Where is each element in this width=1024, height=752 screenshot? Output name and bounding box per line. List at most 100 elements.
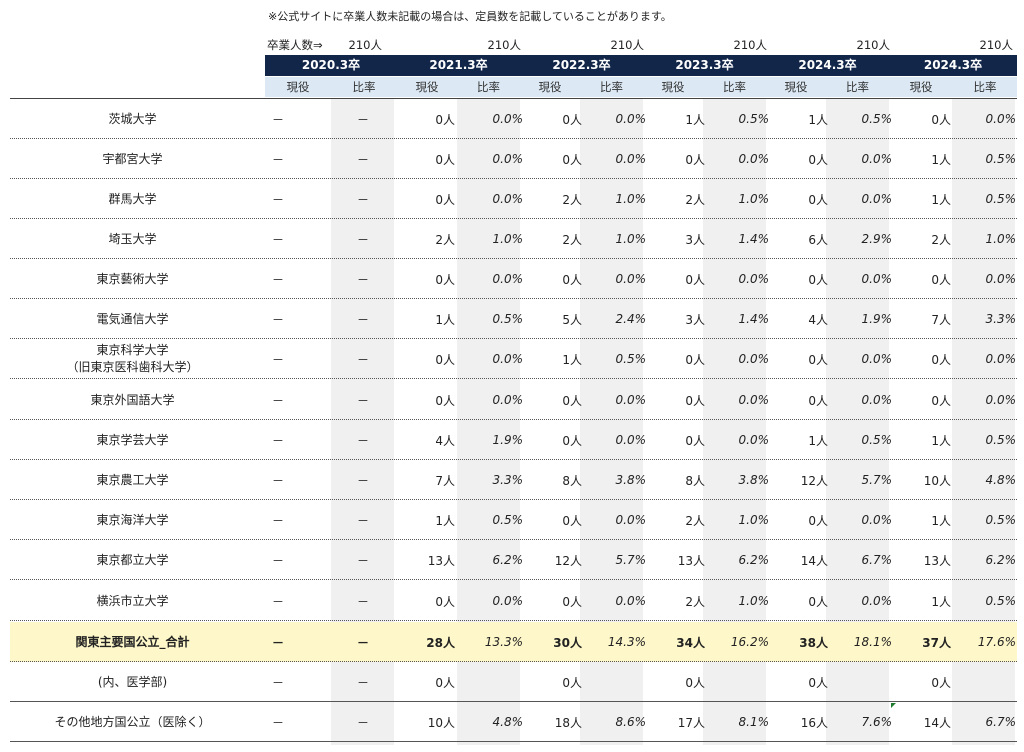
table-row: 関東主要国公立_合計 － － 28人 13.3% 30人 14.3% 34人 16.2% 38人 1… xyxy=(10,622,1017,662)
rate-percent: 0.5% xyxy=(985,152,1017,166)
rate-2020: － xyxy=(356,352,369,367)
current-count: 34人 xyxy=(676,635,705,650)
rate-percent: 8.1% xyxy=(738,715,770,729)
rate-percent: 0.5% xyxy=(615,352,647,366)
graduates-2021: 210人 xyxy=(487,38,521,52)
table-top-rule xyxy=(10,98,1017,99)
rate-percent: 0.0% xyxy=(861,152,893,166)
table-row: 東京藝術大学 － － 0人 0.0% 0人 0.0% 0人 0.0% 0人 0.0% 0人 0.0% xyxy=(10,259,1017,299)
table-row: 埼玉大学 － － 2人 1.0% 2人 1.0% 3人 1.4% 6人 2.9% 2人 1.0% xyxy=(10,219,1017,259)
rate-percent: 1.0% xyxy=(738,192,770,206)
row-divider xyxy=(10,419,1017,420)
current-count: 4人 xyxy=(808,312,828,327)
current-count: 0人 xyxy=(808,152,828,167)
university-name-text: その他地方国公立（医除く） xyxy=(54,714,211,729)
rate-percent: 1.0% xyxy=(738,594,770,608)
current-count: 4人 xyxy=(435,433,455,448)
university-name-text: 東京都立大学 xyxy=(96,552,169,567)
current-count: 14人 xyxy=(800,553,828,568)
current-count: 0人 xyxy=(562,594,582,609)
current-count: 0人 xyxy=(435,352,455,367)
current-count: 28人 xyxy=(426,635,455,650)
university-name-text: 東京学芸大学 xyxy=(96,432,169,447)
university-name: 東京農工大学 xyxy=(10,460,255,500)
university-name: 群馬大学 xyxy=(10,179,255,219)
rate-percent: 0.0% xyxy=(615,112,647,126)
graduates-2023: 210人 xyxy=(733,38,767,52)
row-divider xyxy=(10,338,1017,339)
rate-percent: 0.0% xyxy=(492,352,524,366)
current-count: 0人 xyxy=(562,393,582,408)
current-2020: － xyxy=(271,715,284,730)
current-2020: － xyxy=(271,513,284,528)
row-divider xyxy=(10,378,1017,379)
row-divider xyxy=(10,258,1017,259)
current-count: 0人 xyxy=(808,675,828,690)
current-count: 17人 xyxy=(677,715,705,730)
current-count: 0人 xyxy=(931,352,951,367)
rate-2020: － xyxy=(356,312,369,327)
graduates-2020: 210人 xyxy=(348,38,382,52)
current-count: 1人 xyxy=(435,312,455,327)
current-count: 0人 xyxy=(808,272,828,287)
current-count: 0人 xyxy=(685,675,705,690)
current-count: 0人 xyxy=(931,393,951,408)
current-count: 1人 xyxy=(931,594,951,609)
rate-percent: 0.5% xyxy=(985,513,1017,527)
current-count: 37人 xyxy=(922,635,951,650)
rate-percent: 1.4% xyxy=(738,312,770,326)
rate-percent: 4.8% xyxy=(985,473,1017,487)
row-divider xyxy=(10,298,1017,299)
current-2020: － xyxy=(271,433,284,448)
current-count: 0人 xyxy=(562,112,582,127)
graduates-label: 卒業人数⇒ xyxy=(267,38,323,52)
row-divider xyxy=(10,138,1017,139)
current-count: 0人 xyxy=(435,152,455,167)
subheader-rate: 比率 xyxy=(352,80,376,94)
current-count: 0人 xyxy=(685,352,705,367)
total-row-highlight xyxy=(10,622,1017,662)
current-count: 12人 xyxy=(800,473,828,488)
current-count: 12人 xyxy=(554,553,582,568)
rate-2020: － xyxy=(356,112,369,127)
rate-percent: 1.4% xyxy=(738,232,770,246)
subheader-current: 現役 xyxy=(784,80,808,94)
rate-2020: － xyxy=(356,433,369,448)
year-2022: 2022.3卒 xyxy=(552,58,611,72)
current-count: 0人 xyxy=(562,433,582,448)
university-name-text: 東京農工大学 xyxy=(96,472,169,487)
rate-2020: － xyxy=(356,553,369,568)
current-count: 10人 xyxy=(427,715,455,730)
rate-percent: 6.2% xyxy=(985,553,1017,567)
table-row: 東京農工大学 － － 7人 3.3% 8人 3.8% 8人 3.8% 12人 5.7% 10人 4.8% xyxy=(10,460,1017,500)
current-2020: － xyxy=(271,312,284,327)
subheader-current: 現役 xyxy=(538,80,562,94)
current-count: 2人 xyxy=(685,513,705,528)
university-name-text: 電気通信大学 xyxy=(96,311,169,326)
rate-percent xyxy=(588,662,646,702)
rate-percent: 0.0% xyxy=(985,393,1017,407)
table-row: 東京外国語大学 － － 0人 0.0% 0人 0.0% 0人 0.0% 0人 0.0% 0人 0.0% xyxy=(10,380,1017,420)
rate-percent: 0.0% xyxy=(615,594,647,608)
rate-2020: － xyxy=(356,675,369,690)
current-count: 13人 xyxy=(923,553,951,568)
current-count: 13人 xyxy=(677,553,705,568)
rate-percent: 0.5% xyxy=(985,433,1017,447)
rate-percent: 6.7% xyxy=(861,553,893,567)
table-row: (内、医学部) － － 0人 0人 0人 0人 0人 xyxy=(10,662,1017,702)
current-count: 0人 xyxy=(808,594,828,609)
row-divider xyxy=(10,701,1017,702)
table-row: その他地方国公立（医除く） － － 10人 4.8% 18人 8.6% 17人 8.1% 16人 7… xyxy=(10,702,1017,742)
rate-percent: 1.9% xyxy=(861,312,893,326)
rate-percent xyxy=(711,662,769,702)
year-2024a: 2024.3卒 xyxy=(798,58,857,72)
rate-percent: 0.5% xyxy=(492,513,524,527)
current-count: 8人 xyxy=(685,473,705,488)
rate-percent: 0.0% xyxy=(615,433,647,447)
rate-percent: 6.2% xyxy=(738,553,770,567)
rate-percent: 0.0% xyxy=(738,272,770,286)
current-count: 2人 xyxy=(435,232,455,247)
current-count: 0人 xyxy=(931,272,951,287)
graduates-2024a: 210人 xyxy=(856,38,890,52)
rate-percent: 0.0% xyxy=(738,433,770,447)
